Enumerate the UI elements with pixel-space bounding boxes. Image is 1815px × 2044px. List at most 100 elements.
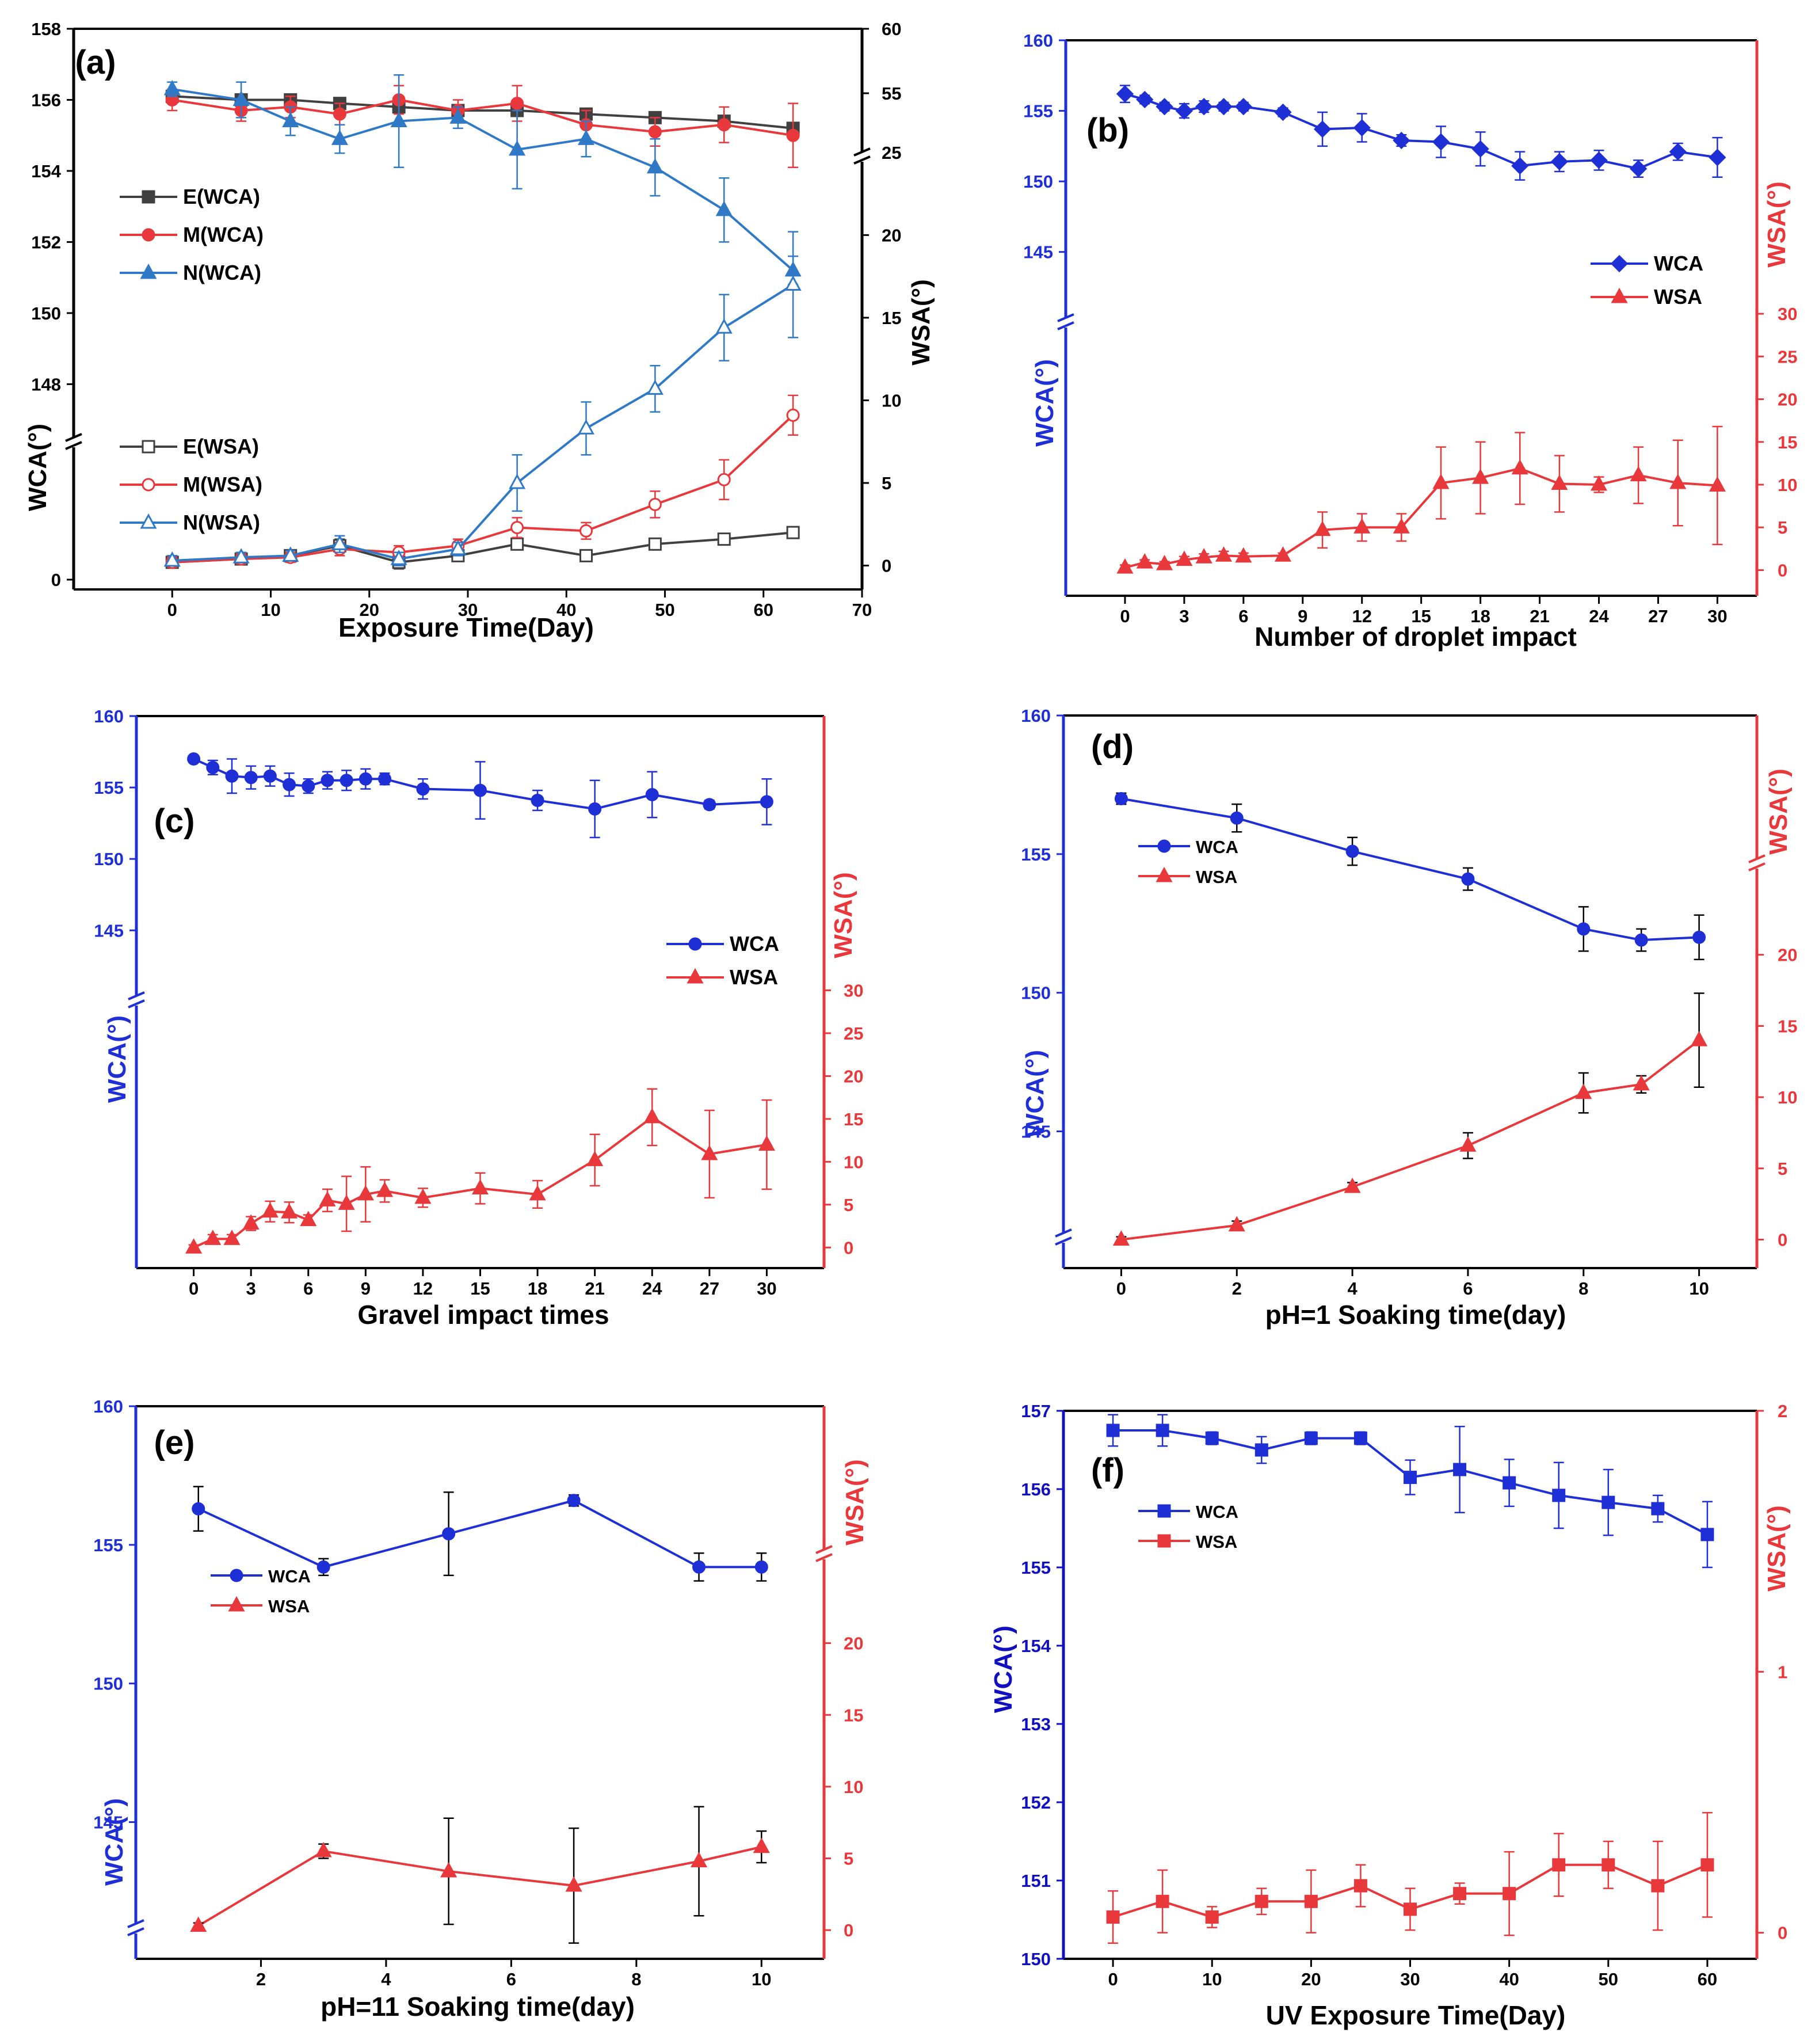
data-point xyxy=(471,1179,489,1195)
data-point xyxy=(1345,844,1359,858)
y-right-tick-label: 10 xyxy=(882,390,901,410)
legend-marker xyxy=(142,190,155,204)
data-point xyxy=(1432,133,1450,151)
data-point xyxy=(1274,546,1291,562)
data-point xyxy=(786,408,800,422)
data-point xyxy=(1205,1910,1219,1924)
x-tick-label: 24 xyxy=(642,1278,662,1299)
data-point xyxy=(1304,1894,1318,1908)
y-left-axis-title: WCA(°) xyxy=(1031,359,1059,447)
data-point xyxy=(717,473,731,486)
data-point xyxy=(283,778,296,791)
data-point xyxy=(646,158,664,174)
data-point xyxy=(390,549,407,565)
data-point xyxy=(784,275,802,291)
legend: WCA WSA xyxy=(1138,1502,1238,1552)
data-point xyxy=(717,532,731,546)
x-tick-label: 15 xyxy=(1411,606,1431,626)
legend-label: M(WSA) xyxy=(183,473,262,496)
x-tick-label: 18 xyxy=(1470,606,1490,626)
x-tick-label: 8 xyxy=(1578,1278,1588,1299)
legend-label: M(WCA) xyxy=(183,223,264,246)
data-point xyxy=(1353,119,1371,137)
x-tick-label: 0 xyxy=(1108,1969,1118,1989)
data-point xyxy=(1511,459,1528,475)
data-point xyxy=(333,107,346,121)
data-point xyxy=(1552,1858,1566,1872)
x-tick-label: 24 xyxy=(1589,606,1609,626)
y-left-tick-label: 154 xyxy=(1021,1636,1051,1656)
y-right-tick-label: 1 xyxy=(1778,1662,1787,1682)
data-point xyxy=(715,318,733,334)
data-point xyxy=(1590,475,1608,491)
data-point xyxy=(509,140,526,156)
x-tick-label: 8 xyxy=(631,1969,641,1989)
data-point xyxy=(1234,98,1252,116)
data-point xyxy=(1459,1136,1477,1152)
y-right-axis-title: WSA(°) xyxy=(1763,181,1791,268)
panel-label: (e) xyxy=(154,1424,195,1461)
data-point xyxy=(1230,811,1244,825)
panel-a-chart: 0 10 20 30 40 50 60 70 0 148 150 152 154 156 158 0 5 10 15… xyxy=(24,19,935,642)
legend-marker xyxy=(687,968,704,984)
data-point xyxy=(1453,1463,1467,1476)
data-point xyxy=(1255,1443,1268,1457)
y-left-tick-label: 160 xyxy=(93,1396,123,1417)
y-left-tick-label: 160 xyxy=(1023,31,1053,51)
data-point xyxy=(701,1144,718,1160)
series-N(WSA) xyxy=(163,231,802,567)
y-right-tick-label: 25 xyxy=(882,143,901,163)
y-right-tick-label: 20 xyxy=(844,1066,863,1086)
y-right-tick-label: 10 xyxy=(1778,475,1797,495)
y-right-axis-title: WSA(°) xyxy=(1764,768,1793,855)
y-right-tick-label: 2 xyxy=(1778,1401,1787,1421)
data-point xyxy=(753,1837,770,1853)
y-left-tick-label: 156 xyxy=(31,90,61,110)
y-right-tick-label: 5 xyxy=(882,473,891,493)
left-axis-break-slash-1 xyxy=(65,433,82,442)
data-point xyxy=(1669,143,1687,161)
x-axis-title: UV Exposure Time(Day) xyxy=(1266,2000,1566,2030)
y-right-tick-label: 60 xyxy=(882,19,901,39)
data-point xyxy=(1511,157,1529,175)
data-point xyxy=(442,1527,456,1541)
y-right-axis-title: WSA(°) xyxy=(841,1459,869,1546)
x-tick-label: 30 xyxy=(458,600,478,620)
series-WCA xyxy=(1106,1414,1714,1569)
data-point xyxy=(261,1202,279,1218)
data-point xyxy=(1432,473,1450,489)
data-point xyxy=(1691,1031,1708,1046)
y-right-tick-label: 5 xyxy=(1778,1159,1787,1179)
legend-marker xyxy=(142,478,155,492)
series-WSA xyxy=(1112,992,1708,1246)
legend-marker xyxy=(1157,839,1171,853)
x-axis-title: pH=1 Soaking time(day) xyxy=(1265,1300,1566,1330)
right-axis-break-slash-2 xyxy=(815,1553,833,1562)
data-point xyxy=(232,548,250,564)
data-point xyxy=(319,1191,336,1206)
y-right-tick-label: 15 xyxy=(844,1705,863,1725)
y-left-tick-label: 150 xyxy=(1023,172,1053,192)
data-point xyxy=(754,1560,768,1574)
data-point xyxy=(1116,558,1134,574)
x-tick-label: 60 xyxy=(754,600,773,620)
data-point xyxy=(691,1852,708,1868)
y-right-tick-label: 25 xyxy=(1778,347,1797,367)
panel-b-chart: 0 3 6 9 12 15 18 21 24 27 30 145 150 155 160 0 5 10 15 20 25… xyxy=(1023,31,1797,652)
y-left-axis-title: WCA(°) xyxy=(1021,1050,1049,1137)
x-axis-title: Exposure Time(Day) xyxy=(338,612,594,642)
y-right-tick-label: 15 xyxy=(882,308,901,328)
data-point xyxy=(1709,149,1726,166)
data-point xyxy=(646,379,664,395)
data-point xyxy=(317,1560,330,1574)
data-point xyxy=(648,497,662,511)
data-point xyxy=(1136,553,1153,569)
y-left-tick-label: 145 xyxy=(1021,1122,1051,1142)
data-point xyxy=(1404,1902,1417,1916)
data-point xyxy=(242,1214,260,1230)
data-point xyxy=(414,1188,432,1204)
data-point xyxy=(163,79,181,96)
legend-label: WCA xyxy=(1654,252,1703,275)
data-point xyxy=(1106,1910,1120,1924)
panel-label: (c) xyxy=(154,802,195,840)
